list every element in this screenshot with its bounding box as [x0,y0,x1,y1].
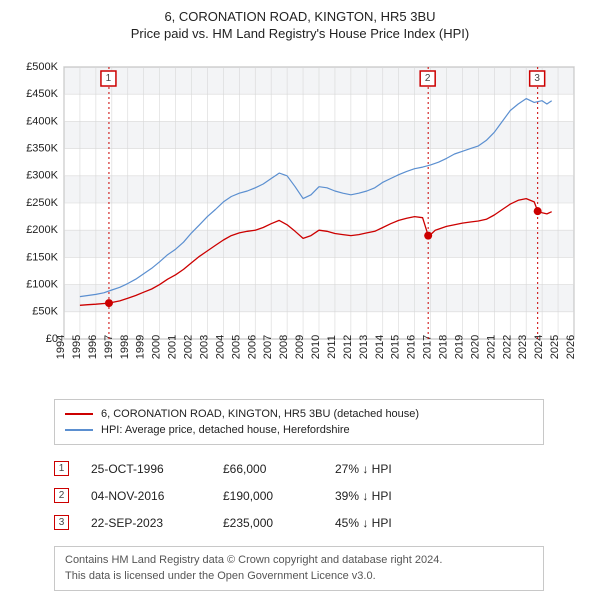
svg-text:£150K: £150K [26,251,58,263]
svg-text:2007: 2007 [262,335,274,359]
svg-text:£200K: £200K [26,224,58,236]
svg-text:£250K: £250K [26,197,58,209]
svg-text:2026: 2026 [565,335,577,359]
svg-text:2018: 2018 [438,335,450,359]
footer-line2: This data is licensed under the Open Gov… [65,569,533,584]
chart-title: 6, CORONATION ROAD, KINGTON, HR5 3BU [10,8,590,26]
event-pct: 45% ↓ HPI [335,516,445,530]
svg-text:2004: 2004 [214,335,226,359]
svg-text:1: 1 [106,73,112,84]
svg-text:£50K: £50K [32,306,58,318]
event-pct: 27% ↓ HPI [335,462,445,476]
event-price: £66,000 [223,462,313,476]
chart-svg: £0£50K£100K£150K£200K£250K£300K£350K£400… [10,49,590,389]
chart-container: 6, CORONATION ROAD, KINGTON, HR5 3BU Pri… [0,0,600,601]
event-row: 1 25-OCT-1996 £66,000 27% ↓ HPI [54,455,544,482]
event-row: 3 22-SEP-2023 £235,000 45% ↓ HPI [54,509,544,536]
svg-text:2025: 2025 [549,335,561,359]
legend-item: HPI: Average price, detached house, Here… [65,422,533,438]
svg-text:2012: 2012 [342,335,354,359]
chart-subtitle: Price paid vs. HM Land Registry's House … [10,26,590,41]
event-price: £235,000 [223,516,313,530]
svg-text:2020: 2020 [469,335,481,359]
svg-text:£300K: £300K [26,170,58,182]
legend: 6, CORONATION ROAD, KINGTON, HR5 3BU (de… [54,399,544,445]
svg-text:1998: 1998 [119,335,131,359]
svg-text:2000: 2000 [151,335,163,359]
svg-text:1996: 1996 [87,335,99,359]
svg-text:2003: 2003 [198,335,210,359]
svg-text:2008: 2008 [278,335,290,359]
svg-text:1999: 1999 [135,335,147,359]
legend-label: HPI: Average price, detached house, Here… [101,424,350,436]
event-date: 04-NOV-2016 [91,489,201,503]
svg-text:£100K: £100K [26,279,58,291]
svg-text:2016: 2016 [406,335,418,359]
svg-text:£500K: £500K [26,61,58,73]
svg-text:2023: 2023 [517,335,529,359]
event-marker: 2 [54,488,69,503]
svg-text:£400K: £400K [26,115,58,127]
svg-text:2015: 2015 [390,335,402,359]
svg-text:1995: 1995 [71,335,83,359]
event-row: 2 04-NOV-2016 £190,000 39% ↓ HPI [54,482,544,509]
event-marker: 3 [54,515,69,530]
event-marker: 1 [54,461,69,476]
svg-text:2009: 2009 [294,335,306,359]
svg-text:2019: 2019 [453,335,465,359]
event-price: £190,000 [223,489,313,503]
svg-text:2005: 2005 [230,335,242,359]
legend-item: 6, CORONATION ROAD, KINGTON, HR5 3BU (de… [65,406,533,422]
svg-text:3: 3 [534,73,540,84]
svg-text:2014: 2014 [374,335,386,359]
svg-text:£450K: £450K [26,88,58,100]
svg-text:2022: 2022 [501,335,513,359]
svg-text:2024: 2024 [533,335,545,359]
event-pct: 39% ↓ HPI [335,489,445,503]
svg-text:2013: 2013 [358,335,370,359]
svg-text:2001: 2001 [167,335,179,359]
svg-text:£350K: £350K [26,143,58,155]
svg-text:2021: 2021 [485,335,497,359]
legend-swatch [65,429,93,431]
svg-text:2006: 2006 [246,335,258,359]
legend-label: 6, CORONATION ROAD, KINGTON, HR5 3BU (de… [101,408,419,420]
svg-text:2011: 2011 [326,335,338,359]
event-date: 22-SEP-2023 [91,516,201,530]
svg-text:2: 2 [425,73,431,84]
events-table: 1 25-OCT-1996 £66,000 27% ↓ HPI 2 04-NOV-2016… [54,455,544,536]
svg-text:2017: 2017 [422,335,434,359]
legend-swatch [65,413,93,415]
footer-line1: Contains HM Land Registry data © Crown c… [65,553,533,568]
event-date: 25-OCT-1996 [91,462,201,476]
footer-attribution: Contains HM Land Registry data © Crown c… [54,546,544,591]
svg-text:2010: 2010 [310,335,322,359]
svg-text:2002: 2002 [183,335,195,359]
chart-area: £0£50K£100K£150K£200K£250K£300K£350K£400… [10,49,590,389]
svg-text:1994: 1994 [55,335,67,359]
